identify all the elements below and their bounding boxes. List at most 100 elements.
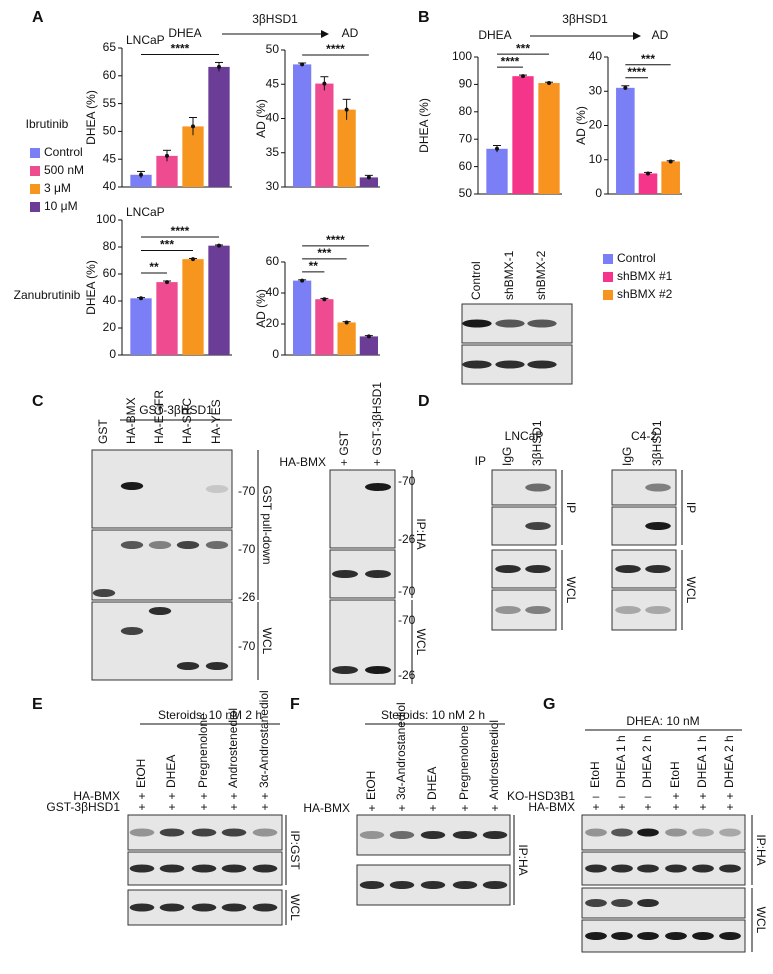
side-label: WCL (564, 577, 578, 604)
y-tick-label: 0 (109, 347, 116, 361)
blot-band (191, 864, 217, 873)
y-axis-label: AD (%) (254, 289, 268, 328)
significance-label: **** (326, 233, 345, 247)
significance-label: **** (326, 42, 345, 56)
y-tick-label: 60 (459, 159, 473, 173)
blot-band (637, 932, 659, 940)
y-tick-label: 40 (103, 293, 117, 307)
panel-label: B (418, 9, 430, 26)
data-dot (300, 62, 305, 67)
legend-label: 500 nM (44, 163, 84, 177)
blot-strip (581, 851, 746, 886)
legend-swatch (603, 272, 613, 282)
mw-marker: -70 (398, 584, 416, 598)
significance-label: ** (149, 260, 159, 274)
lane-label: DHEA 1 h (695, 735, 709, 788)
significance-label: **** (501, 54, 520, 68)
data-dot (217, 64, 221, 69)
treatment-mark: + (491, 801, 498, 815)
chart-subtitle: LNCaP (126, 33, 165, 47)
treatment-mark: + (138, 789, 145, 803)
bar (293, 64, 312, 187)
blot-band (359, 831, 385, 839)
mw-marker: -70 (398, 613, 416, 627)
bar (538, 83, 560, 194)
bar (512, 76, 534, 194)
bar (208, 245, 230, 355)
blot-header: Steroids: 10 nM 2 h (381, 708, 485, 722)
y-tick-label: 60 (103, 68, 117, 82)
blot-band (159, 864, 185, 873)
treatment-mark: – (645, 789, 652, 803)
chart-subtitle: LNCaP (126, 205, 165, 219)
blot-band (637, 864, 659, 873)
blot-band (645, 565, 671, 573)
header-product: AD (652, 28, 669, 42)
blot-band (120, 627, 144, 635)
y-tick-label: 55 (103, 96, 117, 110)
blot-band (332, 666, 358, 674)
y-tick-label: 10 (589, 152, 603, 166)
blot-header: Steroids: 10 nM 2 h (158, 708, 262, 722)
lane-label: GST (96, 419, 110, 444)
blot-band (221, 828, 247, 837)
side-label: WCL (260, 628, 274, 655)
blot-band (120, 482, 144, 490)
blot-band (252, 864, 278, 873)
bar (616, 87, 635, 194)
panel-label: C (32, 393, 44, 410)
row-label: Zanubrutinib (14, 288, 81, 302)
lane-label: IgG (620, 447, 634, 466)
data-dot (165, 153, 169, 158)
y-tick-label: 0 (595, 186, 602, 200)
blot-band (129, 864, 155, 873)
panel-label: G (543, 696, 555, 713)
blot-band (611, 828, 633, 837)
bar (638, 173, 658, 194)
blot-band (420, 831, 446, 839)
blot-band (205, 541, 229, 549)
y-tick-label: 30 (589, 83, 603, 97)
y-tick-label: 80 (459, 104, 473, 118)
data-dot (366, 334, 371, 339)
data-dot (322, 297, 327, 302)
treatment-mark: + (726, 789, 733, 803)
data-dot (344, 320, 349, 325)
blot-band (525, 483, 551, 492)
y-tick-label: 60 (103, 266, 117, 280)
blot-band (420, 881, 446, 889)
blot-band (148, 541, 172, 549)
treatment-mark: – (593, 789, 600, 803)
lane-label: DHEA (425, 767, 439, 800)
y-tick-label: 45 (266, 76, 280, 90)
legend-swatch (30, 166, 40, 176)
mw-marker: -70 (238, 542, 256, 556)
y-tick-label: 30 (266, 179, 280, 193)
significance-label: *** (641, 52, 655, 66)
legend-label: shBMX #2 (617, 287, 673, 301)
y-axis-label: AD (%) (254, 99, 268, 138)
data-dot (139, 172, 143, 177)
blot-band (719, 864, 741, 873)
y-axis-label: AD (%) (574, 106, 588, 145)
blot-band (495, 565, 521, 573)
bar (337, 322, 356, 355)
header-enzyme: 3βHSD1 (252, 12, 298, 26)
data-dot (191, 124, 195, 129)
bar (661, 161, 680, 194)
blot-band (615, 606, 641, 614)
blot-band (525, 565, 551, 573)
data-dot (217, 243, 221, 248)
treatment-mark: + (138, 800, 145, 814)
blot-band (176, 541, 200, 549)
legend-swatch (603, 254, 613, 264)
side-label: IP:GST (288, 830, 302, 870)
header-substrate: DHEA (168, 26, 201, 40)
blot-band (365, 570, 391, 578)
data-dot (322, 81, 327, 86)
data-dot (495, 146, 499, 151)
lane-label: DHEA 2 h (640, 735, 654, 788)
side-label: IP:HA (516, 844, 530, 875)
treatment-label: GST-3βHSD1 (46, 800, 120, 814)
blot-strip (581, 887, 746, 919)
